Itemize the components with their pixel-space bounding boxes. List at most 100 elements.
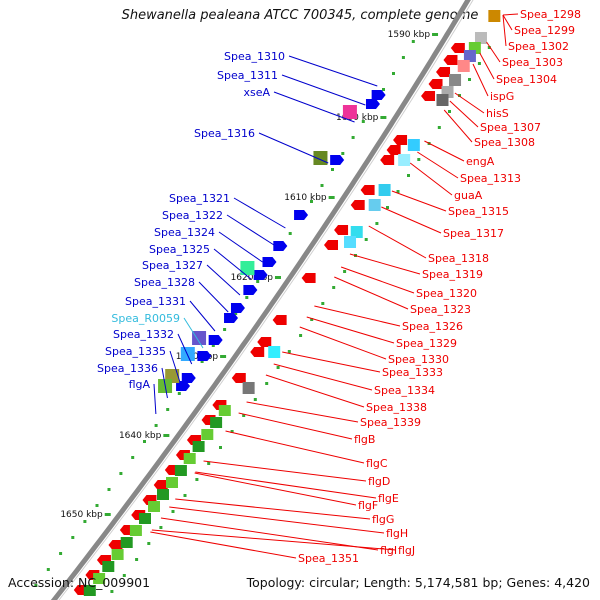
scale-dot xyxy=(288,232,292,235)
left-gene-label: Spea_1311 xyxy=(217,69,278,82)
kbp-tick-label: 1650 kbp xyxy=(60,510,103,520)
gene-arrow-minus xyxy=(450,43,465,53)
right-gene-label: Spea_1339 xyxy=(360,416,421,429)
right-leader-line xyxy=(203,460,367,482)
gene-arrow-plus xyxy=(230,303,245,313)
left-leader-line xyxy=(153,383,157,415)
kbp-tick-mark xyxy=(104,513,111,516)
accession-label: Accession: NC_009901 xyxy=(8,575,151,590)
right-gene-label: Spea_1304 xyxy=(496,73,557,86)
gene-category-box xyxy=(457,60,470,72)
gene-category-box xyxy=(83,585,96,596)
scale-dot xyxy=(386,206,389,209)
scale-dot xyxy=(382,88,385,91)
right-gene-label: Spea_1330 xyxy=(388,353,449,366)
scale-dot xyxy=(351,136,355,139)
scale-dot xyxy=(320,184,324,187)
scale-dot xyxy=(364,238,368,241)
left-gene-label: Spea_1310 xyxy=(224,50,285,63)
scale-dot xyxy=(245,296,249,299)
scale-dot xyxy=(200,360,204,363)
gene-arrow-minus xyxy=(257,337,272,347)
left-leader-line xyxy=(161,367,168,399)
map-title: Shewanella pealeana ATCC 700345, complet… xyxy=(121,8,479,23)
right-gene-label: flgH xyxy=(386,527,408,540)
scale-dot xyxy=(34,584,38,587)
right-leader-line xyxy=(443,109,473,143)
left-leader-line xyxy=(218,231,263,263)
kbp-tick-label: 1610 kbp xyxy=(284,193,327,203)
scale-dot xyxy=(343,270,347,273)
right-leader-line xyxy=(381,206,442,234)
right-leader-line xyxy=(314,305,401,327)
gene-arrow-minus xyxy=(443,55,458,65)
scale-dot xyxy=(276,366,280,369)
scale-dot xyxy=(299,334,303,337)
gene-category-box xyxy=(344,236,357,248)
right-leader-line xyxy=(479,52,495,80)
gene-category-box xyxy=(174,465,187,476)
right-leader-line xyxy=(265,374,365,408)
gene-category-box xyxy=(148,501,160,512)
gene-arrow-plus xyxy=(371,90,386,100)
left-gene-label: Spea_R0059 xyxy=(111,312,180,325)
gene-category-box xyxy=(474,32,487,44)
scale-dot xyxy=(95,504,99,507)
topology-label: Topology: circular; Length: 5,174,581 bp… xyxy=(246,575,590,590)
right-gene-label: Spea_1320 xyxy=(416,287,477,300)
scale-dot xyxy=(46,568,50,571)
gene-category-box xyxy=(166,477,178,488)
right-gene-label: Spea_1315 xyxy=(448,205,509,218)
left-gene-label: flgA xyxy=(129,378,151,391)
scale-dot xyxy=(147,542,151,545)
right-gene-label: Spea_1323 xyxy=(410,303,471,316)
gene-arrow-minus xyxy=(323,240,338,250)
kbp-tick-mark xyxy=(380,116,387,119)
gene-category-box xyxy=(449,74,462,86)
scale-dot xyxy=(392,72,395,75)
right-gene-label: Spea_1326 xyxy=(402,320,463,333)
gene-category-box xyxy=(157,489,169,500)
right-gene-label: flgE xyxy=(378,492,399,505)
right-leader-line xyxy=(417,151,459,179)
gene-arrow-plus xyxy=(208,335,223,345)
gene-arrow-plus xyxy=(273,241,288,251)
scale-dot xyxy=(321,302,325,305)
right-gene-label: Spea_1333 xyxy=(382,366,443,379)
gene-arrow-minus xyxy=(428,79,443,89)
right-gene-label: Spea_1351 xyxy=(298,552,359,565)
backbone-arc-highlight xyxy=(58,0,474,600)
scale-dot xyxy=(361,120,365,123)
right-gene-label: hisS xyxy=(486,107,509,120)
right-leader-line xyxy=(225,430,365,464)
right-leader-line xyxy=(282,351,381,373)
right-leader-line xyxy=(424,140,465,162)
scale-dot xyxy=(110,590,114,593)
right-gene-label: Spea_1317 xyxy=(443,227,504,240)
left-leader-line xyxy=(183,317,204,349)
scale-dot xyxy=(230,430,234,433)
right-gene-label: flgF xyxy=(358,499,378,512)
scale-dot xyxy=(477,62,481,65)
gene-arrow-plus xyxy=(181,373,196,383)
left-gene-label: Spea_1316 xyxy=(194,127,255,140)
gene-category-box xyxy=(350,226,363,238)
left-leader-line xyxy=(233,197,286,229)
scale-dot xyxy=(71,536,75,539)
scale-dot xyxy=(407,174,410,177)
gene-category-box xyxy=(342,105,357,119)
right-gene-label: ispG xyxy=(490,90,514,103)
scale-dot xyxy=(287,350,291,353)
right-leader-line xyxy=(238,412,353,440)
right-leader-line xyxy=(194,472,357,506)
gene-arrow-minus xyxy=(360,185,375,195)
scale-dot xyxy=(135,558,139,561)
kbp-tick-label: 1640 kbp xyxy=(119,431,162,441)
right-leader-line xyxy=(502,14,507,47)
gene-category-box xyxy=(120,537,133,548)
scale-dot xyxy=(207,462,211,465)
right-leader-line xyxy=(151,529,397,551)
gene-arrow-minus xyxy=(380,155,395,165)
